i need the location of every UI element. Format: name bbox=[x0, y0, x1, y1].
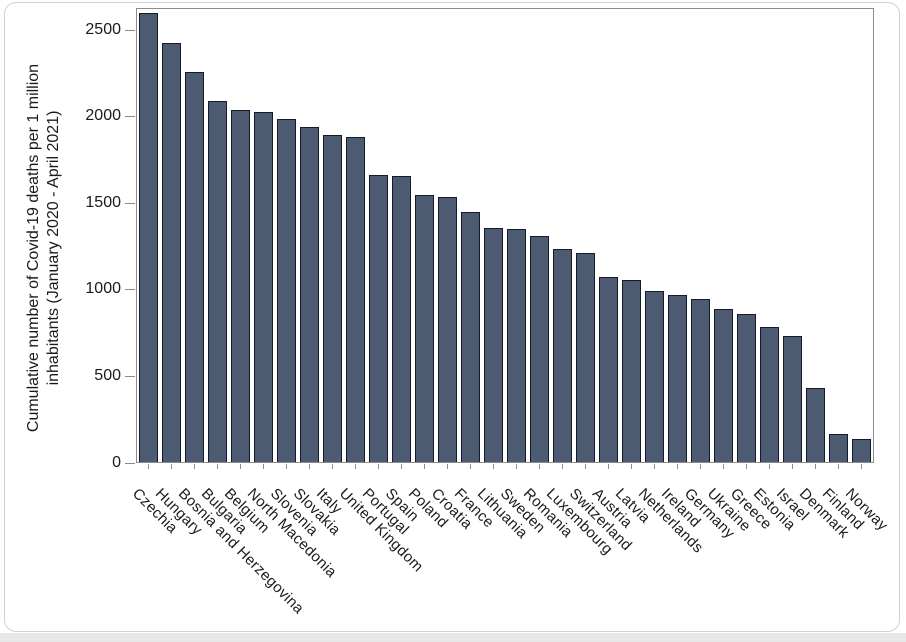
bar-czechia bbox=[139, 13, 158, 462]
bar-norway bbox=[852, 438, 871, 462]
bar-bulgaria bbox=[208, 101, 227, 462]
bar-greece bbox=[737, 314, 756, 462]
chart-card: Cumulative number of Covid-19 deaths per… bbox=[4, 2, 900, 632]
y-tick-mark bbox=[125, 29, 135, 31]
x-tick-mark bbox=[677, 464, 678, 469]
x-tick-mark bbox=[562, 464, 563, 469]
page-background-strip bbox=[0, 633, 906, 642]
x-tick-mark bbox=[585, 464, 586, 469]
x-tick-mark bbox=[493, 464, 494, 469]
bar-luxembourg bbox=[553, 248, 572, 462]
x-tick-mark bbox=[332, 464, 333, 469]
bar-slovakia bbox=[300, 127, 319, 462]
y-axis-title-line-1: Cumulative number of Covid-19 deaths per… bbox=[25, 63, 42, 433]
bar-poland bbox=[415, 195, 434, 462]
x-tick-mark bbox=[723, 464, 724, 469]
y-tick-label: 0 bbox=[112, 453, 121, 471]
y-tick-mark bbox=[125, 289, 135, 291]
x-tick-mark bbox=[355, 464, 356, 469]
x-tick-mark bbox=[631, 464, 632, 469]
x-tick-mark bbox=[309, 464, 310, 469]
bar-slovenia bbox=[277, 118, 296, 462]
bar-united-kingdom bbox=[346, 137, 365, 462]
bar-germany bbox=[691, 298, 710, 462]
bar-switzerland bbox=[576, 253, 595, 462]
bar-lithuania bbox=[484, 228, 503, 462]
x-tick-mark bbox=[401, 464, 402, 469]
x-tick-mark bbox=[838, 464, 839, 469]
y-axis-title: Cumulative number of Covid-19 deaths per… bbox=[24, 0, 64, 498]
plot-area bbox=[136, 8, 874, 463]
bar-denmark bbox=[806, 387, 825, 462]
bar-ukraine bbox=[714, 309, 733, 462]
x-tick-mark bbox=[447, 464, 448, 469]
bar-france bbox=[461, 211, 480, 462]
x-tick-mark bbox=[378, 464, 379, 469]
x-tick-mark bbox=[240, 464, 241, 469]
bars-container bbox=[137, 9, 873, 462]
y-tick-label: 1000 bbox=[85, 280, 121, 298]
x-tick-mark bbox=[608, 464, 609, 469]
x-tick-mark bbox=[654, 464, 655, 469]
bar-finland bbox=[829, 433, 848, 462]
x-tick-mark bbox=[217, 464, 218, 469]
x-tick-mark bbox=[470, 464, 471, 469]
bar-bosnia-and-herzegovina bbox=[185, 71, 204, 462]
y-tick-mark bbox=[125, 202, 135, 204]
x-tick-mark bbox=[286, 464, 287, 469]
x-tick-mark bbox=[539, 464, 540, 469]
x-tick-mark bbox=[746, 464, 747, 469]
bar-belgium bbox=[231, 109, 250, 462]
bar-israel bbox=[783, 336, 802, 462]
bar-spain bbox=[392, 176, 411, 462]
bar-sweden bbox=[507, 228, 526, 462]
bar-portugal bbox=[369, 175, 388, 462]
x-tick-mark bbox=[171, 464, 172, 469]
y-tick-label: 1500 bbox=[85, 193, 121, 211]
bar-ireland bbox=[668, 294, 687, 462]
bar-italy bbox=[323, 134, 342, 462]
x-tick-mark bbox=[792, 464, 793, 469]
bar-netherlands bbox=[645, 291, 664, 462]
y-tick-label: 500 bbox=[94, 366, 121, 384]
y-tick-mark bbox=[125, 375, 135, 377]
x-tick-mark bbox=[769, 464, 770, 469]
bar-north-macedonia bbox=[254, 112, 273, 462]
bar-hungary bbox=[162, 42, 181, 462]
x-tick-mark bbox=[700, 464, 701, 469]
x-tick-mark bbox=[424, 464, 425, 469]
y-tick-label: 2000 bbox=[85, 107, 121, 125]
x-tick-mark bbox=[861, 464, 862, 469]
x-tick-mark bbox=[263, 464, 264, 469]
bar-croatia bbox=[438, 197, 457, 462]
y-tick-mark bbox=[125, 462, 135, 464]
bar-austria bbox=[599, 277, 618, 462]
y-tick-label: 2500 bbox=[85, 20, 121, 38]
y-tick-mark bbox=[125, 116, 135, 118]
bar-estonia bbox=[760, 327, 779, 462]
x-tick-mark bbox=[194, 464, 195, 469]
bar-latvia bbox=[622, 279, 641, 462]
bar-romania bbox=[530, 235, 549, 462]
x-tick-mark bbox=[148, 464, 149, 469]
x-tick-mark bbox=[815, 464, 816, 469]
y-axis-title-line-2: inhabitants (January 2020 - April 2021) bbox=[45, 110, 62, 386]
x-tick-mark bbox=[516, 464, 517, 469]
